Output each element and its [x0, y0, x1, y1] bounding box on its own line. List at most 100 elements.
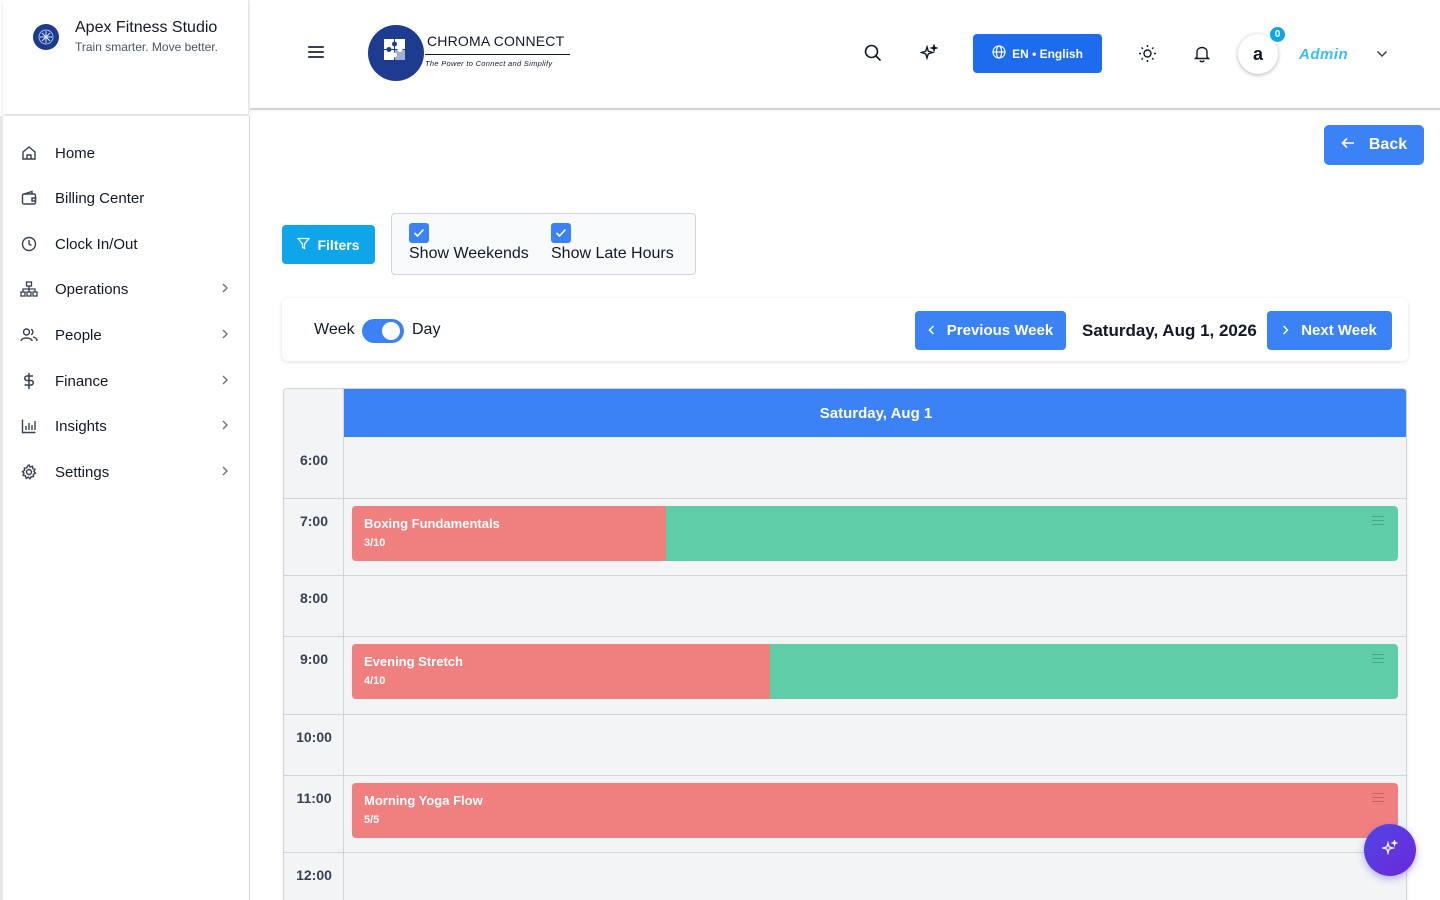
menu-toggle-icon[interactable]: [308, 46, 324, 60]
sidebar-item-billing-center[interactable]: Billing Center: [3, 178, 249, 218]
sidebar-item-clock-in-out[interactable]: Clock In/Out: [3, 224, 249, 264]
sidebar: Home Billing Center Clock In/Out Operati…: [0, 116, 250, 900]
event-capacity: 4/10: [364, 675, 386, 687]
logo-tagline: The Power to Connect and Simplify: [425, 59, 553, 68]
sidebar-item-people[interactable]: People: [3, 315, 249, 355]
calendar-options-panel: Show Weekends Show Late Hours: [391, 213, 696, 275]
time-slot-divider: [284, 498, 1406, 499]
class-event[interactable]: Morning Yoga Flow 5/5: [352, 783, 1398, 838]
language-selector-button[interactable]: EN • English: [973, 34, 1102, 73]
ai-sparkle-icon[interactable]: [919, 43, 939, 63]
day-calendar: Saturday, Aug 1 6:00 7:00 8:00 9:00 10:00 11:…: [283, 388, 1407, 900]
calendar-toolbar: Week Day Previous Week Saturday, Aug 1, …: [282, 298, 1408, 361]
time-slot-label: 11:00: [296, 790, 332, 806]
class-event[interactable]: Boxing Fundamentals 3/10: [352, 506, 1398, 561]
filters-button[interactable]: Filters: [282, 225, 375, 264]
sidebar-item-label: Insights: [55, 417, 107, 435]
previous-week-button[interactable]: Previous Week: [915, 311, 1066, 350]
time-column: [284, 437, 344, 900]
drag-handle-icon[interactable]: [1372, 654, 1384, 666]
wallet-icon: [20, 189, 38, 207]
sidebar-item-label: Settings: [55, 463, 110, 481]
show-weekends-label: Show Weekends: [409, 245, 529, 262]
bar-chart-icon: [20, 417, 38, 435]
week-view-label: Week: [314, 321, 355, 338]
sidebar-item-label: Operations: [55, 280, 129, 298]
chevron-left-icon: [928, 322, 935, 339]
org-chart-icon: [20, 280, 38, 298]
brand-tagline: Train smarter. Move better.: [75, 40, 218, 54]
time-slot-divider: [284, 852, 1406, 853]
sidebar-item-label: Clock In/Out: [55, 235, 138, 253]
top-header: CHROMA CONNECT The Power to Connect and …: [250, 0, 1440, 110]
next-week-button[interactable]: Next Week: [1267, 311, 1392, 350]
booking-fill-bar: [352, 783, 1398, 838]
current-date-label: Saturday, Aug 1, 2026: [1082, 321, 1257, 340]
event-title: Boxing Fundamentals: [364, 516, 500, 531]
time-slot-divider: [284, 575, 1406, 576]
chevron-right-icon: [221, 374, 229, 388]
sidebar-item-label: People: [55, 326, 102, 344]
time-slot-divider: [284, 636, 1406, 637]
booking-fill-bar: [352, 644, 771, 699]
event-capacity: 3/10: [364, 537, 386, 549]
sidebar-item-label: Finance: [55, 372, 109, 390]
sidebar-brand: Apex Fitness Studio Train smarter. Move …: [3, 0, 249, 114]
sidebar-item-settings[interactable]: Settings: [3, 452, 249, 492]
arrow-left-icon: [1341, 136, 1355, 154]
sidebar-item-operations[interactable]: Operations: [3, 269, 249, 309]
event-title: Morning Yoga Flow: [364, 793, 483, 808]
theme-toggle-sun-icon[interactable]: [1137, 43, 1157, 63]
chevron-right-icon: [221, 328, 229, 342]
show-late-hours-checkbox[interactable]: [551, 223, 571, 243]
brand-name: Apex Fitness Studio: [75, 19, 218, 36]
globe-icon: [992, 45, 1006, 62]
chevron-right-icon: [221, 419, 229, 433]
chevron-right-icon: [1282, 322, 1289, 339]
filter-icon: [297, 237, 311, 253]
time-slot-label: 9:00: [299, 651, 329, 667]
filters-button-label: Filters: [317, 236, 360, 253]
gear-icon: [20, 463, 38, 481]
show-late-hours-label: Show Late Hours: [551, 245, 674, 262]
event-title: Evening Stretch: [364, 654, 463, 669]
sidebar-item-insights[interactable]: Insights: [3, 406, 249, 446]
chevron-right-icon: [221, 465, 229, 479]
drag-handle-icon[interactable]: [1372, 793, 1384, 805]
logo-divider: [425, 54, 570, 55]
chevron-down-icon[interactable]: [1376, 45, 1390, 59]
users-icon: [20, 326, 38, 344]
time-slot-divider: [284, 714, 1406, 715]
week-day-view-toggle[interactable]: [362, 319, 404, 343]
sidebar-item-label: Home: [55, 144, 96, 162]
dollar-icon: [20, 372, 38, 390]
time-slot-label: 12:00: [296, 867, 332, 883]
logo-title: CHROMA CONNECT: [427, 33, 565, 49]
time-slot-label: 8:00: [299, 590, 329, 606]
sidebar-item-home[interactable]: Home: [3, 133, 249, 173]
chroma-connect-logo-icon: [368, 25, 424, 81]
drag-handle-icon[interactable]: [1372, 516, 1384, 528]
chevron-right-icon: [221, 282, 229, 296]
sidebar-item-finance[interactable]: Finance: [3, 361, 249, 401]
bell-icon[interactable]: [1192, 43, 1212, 63]
class-event[interactable]: Evening Stretch 4/10: [352, 644, 1398, 699]
ai-assistant-button[interactable]: [1364, 824, 1416, 876]
event-capacity: 5/5: [364, 814, 380, 826]
calendar-corner: [284, 389, 344, 437]
time-slot-label: 10:00: [296, 729, 332, 745]
back-button[interactable]: Back: [1324, 125, 1424, 165]
show-weekends-checkbox[interactable]: [409, 223, 429, 243]
time-slot-label: 7:00: [299, 513, 329, 529]
time-slot-label: 6:00: [299, 452, 329, 468]
sparkle-icon: [1380, 838, 1399, 861]
day-view-label: Day: [412, 321, 441, 338]
previous-week-label: Previous Week: [946, 322, 1054, 339]
search-icon[interactable]: [863, 43, 883, 63]
booking-fill-bar: [352, 506, 666, 561]
language-label: EN • English: [1012, 46, 1083, 61]
calendar-day-header: Saturday, Aug 1: [344, 389, 1406, 437]
home-icon: [20, 144, 38, 162]
user-name[interactable]: Admin: [1299, 46, 1349, 63]
next-week-label: Next Week: [1301, 322, 1377, 339]
